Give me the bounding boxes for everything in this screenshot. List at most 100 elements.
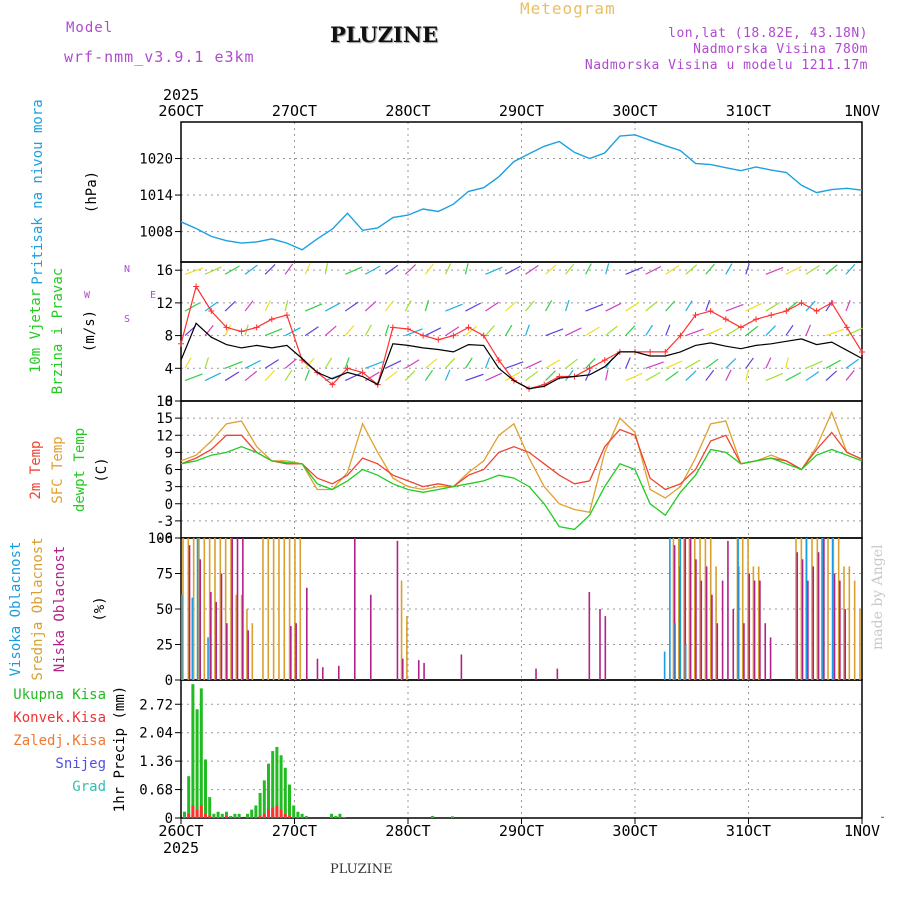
wind-arrow — [324, 357, 333, 369]
conv-precip-bar — [267, 809, 270, 818]
wind-arrow — [324, 325, 337, 337]
precip-legend-item: Snijeg — [55, 756, 106, 772]
compass-s: S — [124, 314, 130, 325]
wind-arrow — [284, 299, 289, 312]
precip-bar — [342, 817, 346, 818]
wind-arrow — [224, 265, 240, 275]
gust-marker — [329, 381, 336, 388]
conv-precip-bar — [195, 809, 199, 818]
wind-arrow — [645, 301, 658, 312]
wind-arrow — [805, 300, 816, 312]
cloud-ylabel: (%) — [92, 596, 108, 621]
wind-arrow — [645, 265, 662, 275]
gust-line — [180, 284, 863, 390]
meteogram-label: Meteogram — [520, 0, 616, 18]
gust-marker — [465, 324, 472, 331]
compass-w: W — [84, 290, 91, 301]
wind-arrow — [385, 360, 402, 369]
wind-arrow — [525, 300, 535, 312]
y-tick-label: 75 — [156, 567, 173, 583]
wind-arrow — [745, 357, 754, 369]
gust-marker — [208, 308, 215, 315]
cloud-title-mid: Srednja Oblacnost — [30, 537, 46, 680]
precip-bar — [254, 805, 258, 818]
compass-n: N — [124, 264, 130, 275]
precip-bar — [258, 792, 262, 818]
precip-bar — [233, 813, 237, 818]
y-tick-label: 4 — [165, 361, 173, 377]
wind-arrow — [485, 266, 503, 275]
wind-arrow — [745, 263, 750, 275]
precip-bar — [262, 780, 266, 818]
conv-precip-bar — [187, 813, 191, 818]
precip-bar — [275, 746, 279, 818]
wind-arrow — [685, 359, 701, 369]
gust-marker — [798, 299, 805, 306]
y-tick-label: 15 — [156, 411, 173, 427]
x-tick-label-top: 1NOV — [844, 102, 880, 120]
panel-frame — [180, 679, 863, 819]
conv-precip-bar — [279, 809, 283, 818]
wind-arrow — [705, 327, 723, 337]
wind-arrow — [825, 264, 838, 275]
precip-bar — [225, 811, 228, 818]
gust-marker — [480, 332, 487, 339]
precip-bar — [279, 755, 283, 818]
wind-arrow — [304, 263, 311, 275]
gust-marker — [420, 332, 427, 339]
gust-marker — [843, 324, 850, 331]
wind-arrow — [785, 371, 802, 382]
wind-arrow — [324, 302, 341, 312]
wind-arrow — [445, 303, 463, 312]
wind-arrow — [364, 265, 381, 275]
wind-arrow — [425, 327, 442, 337]
wind-arrow — [384, 300, 395, 312]
wind-arrow — [264, 328, 283, 337]
wind-arrow — [284, 358, 297, 369]
wind-arrow — [525, 360, 542, 369]
precip-bar — [237, 813, 241, 818]
y-tick-label: 16 — [156, 263, 173, 279]
y-tick-label: 12 — [156, 296, 173, 312]
wind-arrow — [365, 361, 384, 369]
wind-arrow — [685, 370, 697, 381]
wind-arrow — [605, 325, 618, 337]
dewpt-line — [180, 446, 863, 531]
temp-ylabel: (C) — [94, 457, 110, 482]
gust-marker — [268, 316, 275, 323]
precip-legend-item: Konvek.Kisa — [13, 710, 106, 726]
wind-arrow — [304, 357, 315, 369]
precip-bar — [288, 784, 291, 818]
wind-arrow — [725, 326, 741, 337]
wind-arrow — [344, 325, 355, 336]
y-tick-label: -3 — [156, 514, 173, 530]
gust-marker — [193, 283, 200, 290]
y-tick-label: 0 — [165, 497, 173, 513]
wind-arrow — [805, 360, 823, 369]
wind-arrow — [404, 300, 412, 312]
wind-arrow — [344, 301, 359, 312]
gust-marker — [783, 308, 790, 315]
wind-arrow — [645, 324, 653, 336]
wind-arrow — [525, 370, 539, 382]
wind-arrow — [424, 263, 434, 275]
gust-marker — [178, 340, 184, 347]
altitude-label: Nadmorska Visina 780m — [693, 42, 868, 57]
y-tick-label: 25 — [156, 638, 173, 654]
wind-arrow — [204, 357, 210, 369]
wind-arrow — [725, 358, 737, 369]
precip-bar — [338, 813, 342, 818]
conv-precip-bar — [191, 805, 195, 818]
precip-bar — [431, 815, 434, 818]
wind-arrow — [244, 370, 258, 382]
conv-precip-bar — [275, 805, 279, 818]
conv-precip-bar — [208, 815, 212, 818]
wind-arrow — [264, 300, 271, 312]
wind-arrow — [825, 359, 841, 369]
precip-bar — [204, 759, 207, 818]
wind-arrow — [424, 358, 438, 369]
wind-arrow — [825, 370, 838, 382]
y-tick-label: 6 — [165, 463, 173, 479]
wind-arrow — [465, 373, 484, 382]
